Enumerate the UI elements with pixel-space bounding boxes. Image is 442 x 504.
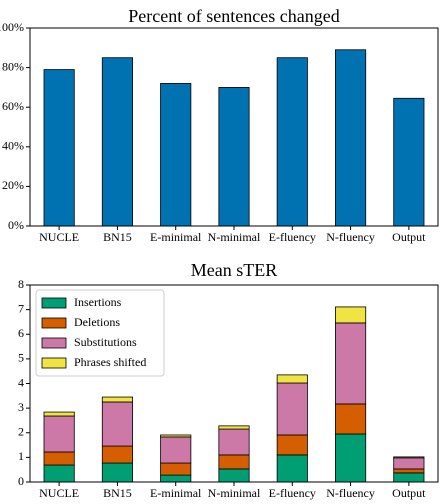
bar-segment xyxy=(101,401,133,447)
y-tick-label: 4 xyxy=(18,375,24,389)
y-tick-label: 100% xyxy=(0,20,24,34)
bar xyxy=(101,57,133,227)
x-tick-label: E-fluency xyxy=(269,486,316,500)
bar-segment xyxy=(218,454,250,470)
bar-segment xyxy=(160,474,192,483)
bar-segment xyxy=(101,396,133,403)
bar-segment xyxy=(335,322,367,405)
chart-title: Percent of sentences changed xyxy=(128,6,339,26)
bar-segment xyxy=(218,425,250,430)
bar xyxy=(335,49,367,227)
x-tick-label: Output xyxy=(392,230,426,244)
x-tick-label: N-minimal xyxy=(208,486,261,500)
legend-swatch xyxy=(41,357,67,369)
bar-segment xyxy=(218,428,250,456)
x-tick-label: N-fluency xyxy=(326,230,375,244)
legend-swatch xyxy=(41,297,67,309)
bar-segment xyxy=(43,451,75,466)
bar-segment xyxy=(160,462,192,476)
y-tick-label: 80% xyxy=(2,59,24,73)
bar xyxy=(276,57,308,227)
bar-segment xyxy=(393,468,425,474)
y-tick-label: 40% xyxy=(2,139,24,153)
plot-frame xyxy=(29,27,439,227)
bar-segment xyxy=(276,374,308,384)
legend-label: Substitutions xyxy=(74,335,137,349)
bar-segment xyxy=(43,464,75,483)
legend-swatch xyxy=(41,317,67,329)
x-tick-label: Output xyxy=(392,486,426,500)
x-tick-label: N-minimal xyxy=(208,230,261,244)
bar-segment xyxy=(160,436,192,464)
bar-segment xyxy=(43,411,75,417)
bar-segment xyxy=(101,462,133,483)
bar xyxy=(160,83,192,227)
x-tick-label: NUCLE xyxy=(39,486,79,500)
y-tick-label: 2 xyxy=(18,425,24,439)
legend-label: Insertions xyxy=(74,295,122,309)
bar xyxy=(43,69,75,227)
bar-segment xyxy=(276,434,308,456)
bar-segment xyxy=(393,456,425,459)
y-tick-label: 5 xyxy=(18,351,24,365)
x-tick-label: BN15 xyxy=(103,486,132,500)
legend-swatch xyxy=(41,337,67,349)
bar-segment xyxy=(335,306,367,324)
x-tick-label: N-fluency xyxy=(326,486,375,500)
y-tick-label: 8 xyxy=(18,277,24,291)
bar-segment xyxy=(393,472,425,483)
plot-frame xyxy=(29,284,439,483)
legend-label: Deletions xyxy=(74,315,120,329)
y-tick-label: 0 xyxy=(18,474,24,488)
bar-segment xyxy=(335,403,367,435)
x-tick-label: E-minimal xyxy=(150,486,202,500)
x-tick-label: BN15 xyxy=(103,230,132,244)
bar-segment xyxy=(43,415,75,453)
y-tick-label: 7 xyxy=(18,301,24,315)
x-tick-label: E-fluency xyxy=(269,230,316,244)
y-tick-label: 0% xyxy=(8,218,24,232)
bar xyxy=(393,97,425,227)
bar-segment xyxy=(335,433,367,483)
y-tick-label: 60% xyxy=(2,99,24,113)
y-tick-label: 6 xyxy=(18,326,24,340)
bar-segment xyxy=(101,445,133,464)
y-tick-label: 1 xyxy=(18,449,24,463)
bar-segment xyxy=(393,457,425,470)
chart-title: Mean sTER xyxy=(191,260,277,280)
y-tick-label: 3 xyxy=(18,400,24,414)
y-tick-label: 20% xyxy=(2,178,24,192)
bar xyxy=(218,87,250,227)
legend-label: Phrases shifted xyxy=(74,355,146,369)
bar-segment xyxy=(160,434,192,438)
x-tick-label: NUCLE xyxy=(39,230,79,244)
bar-segment xyxy=(276,454,308,483)
legend-box xyxy=(35,289,165,377)
bar-segment xyxy=(218,468,250,483)
bar-segment xyxy=(276,382,308,436)
x-tick-label: E-minimal xyxy=(150,230,202,244)
